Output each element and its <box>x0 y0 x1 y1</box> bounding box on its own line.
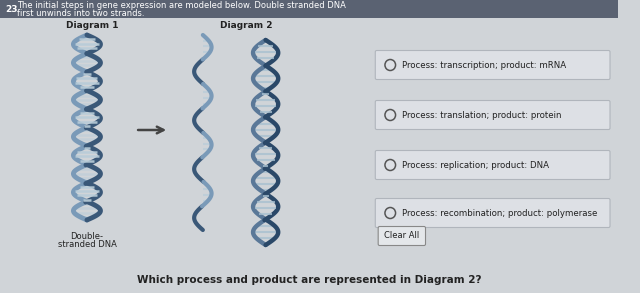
Text: Diagram 2: Diagram 2 <box>220 21 273 30</box>
Text: Process: recombination; product: polymerase: Process: recombination; product: polymer… <box>402 209 597 217</box>
Text: 23: 23 <box>5 4 17 13</box>
FancyBboxPatch shape <box>375 151 610 180</box>
Text: Diagram 1: Diagram 1 <box>65 21 118 30</box>
Text: Process: translation; product: protein: Process: translation; product: protein <box>402 110 561 120</box>
Text: Double-: Double- <box>70 232 104 241</box>
FancyBboxPatch shape <box>375 198 610 227</box>
FancyBboxPatch shape <box>375 100 610 130</box>
Bar <box>0 0 618 18</box>
Text: Which process and product are represented in Diagram 2?: Which process and product are represente… <box>137 275 481 285</box>
Text: first unwinds into two strands.: first unwinds into two strands. <box>17 8 145 18</box>
Text: stranded DNA: stranded DNA <box>58 240 116 249</box>
Text: Process: transcription; product: mRNA: Process: transcription; product: mRNA <box>402 60 566 69</box>
FancyBboxPatch shape <box>375 50 610 79</box>
Text: The initial steps in gene expression are modeled below. Double stranded DNA: The initial steps in gene expression are… <box>17 1 346 11</box>
Text: Process: replication; product: DNA: Process: replication; product: DNA <box>402 161 549 169</box>
FancyBboxPatch shape <box>378 226 426 246</box>
Text: Clear All: Clear All <box>384 231 419 241</box>
